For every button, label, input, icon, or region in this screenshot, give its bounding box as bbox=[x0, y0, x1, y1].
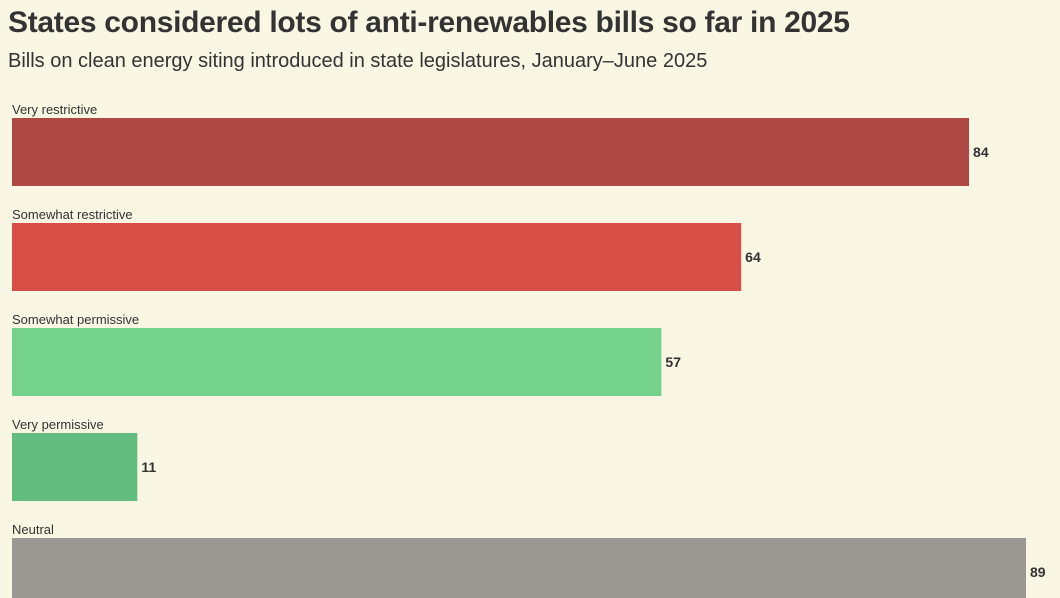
bar-very-permissive[interactable] bbox=[12, 433, 138, 501]
bar-somewhat-restrictive[interactable] bbox=[12, 223, 742, 291]
category-label-somewhat-permissive: Somewhat permissive bbox=[12, 312, 139, 327]
bar-very-restrictive[interactable] bbox=[12, 118, 970, 186]
category-label-neutral: Neutral bbox=[12, 522, 54, 537]
chart-title: States considered lots of anti-renewable… bbox=[8, 6, 850, 39]
bar-somewhat-permissive[interactable] bbox=[12, 328, 662, 396]
value-label-very-restrictive: 84 bbox=[973, 144, 989, 160]
category-label-somewhat-restrictive: Somewhat restrictive bbox=[12, 207, 133, 222]
category-label-very-restrictive: Very restrictive bbox=[12, 102, 97, 117]
value-label-somewhat-restrictive: 64 bbox=[745, 249, 761, 265]
category-label-very-permissive: Very permissive bbox=[12, 417, 104, 432]
value-label-neutral: 89 bbox=[1030, 564, 1046, 580]
chart-subtitle: Bills on clean energy siting introduced … bbox=[8, 50, 708, 72]
bar-neutral[interactable] bbox=[12, 538, 1026, 598]
value-label-somewhat-permissive: 57 bbox=[665, 354, 681, 370]
value-label-very-permissive: 11 bbox=[141, 459, 156, 475]
